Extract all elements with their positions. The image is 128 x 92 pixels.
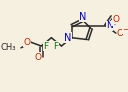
- Text: O: O: [112, 15, 119, 24]
- Text: O: O: [117, 29, 124, 38]
- Text: +: +: [111, 20, 117, 26]
- Text: CH₃: CH₃: [1, 43, 16, 52]
- Text: F: F: [53, 41, 58, 51]
- Text: N: N: [64, 33, 72, 43]
- Text: N: N: [79, 12, 86, 22]
- Text: O: O: [24, 38, 31, 47]
- Text: F: F: [43, 41, 48, 51]
- Text: N: N: [106, 21, 113, 30]
- Text: O: O: [34, 53, 41, 62]
- Text: −: −: [122, 27, 128, 33]
